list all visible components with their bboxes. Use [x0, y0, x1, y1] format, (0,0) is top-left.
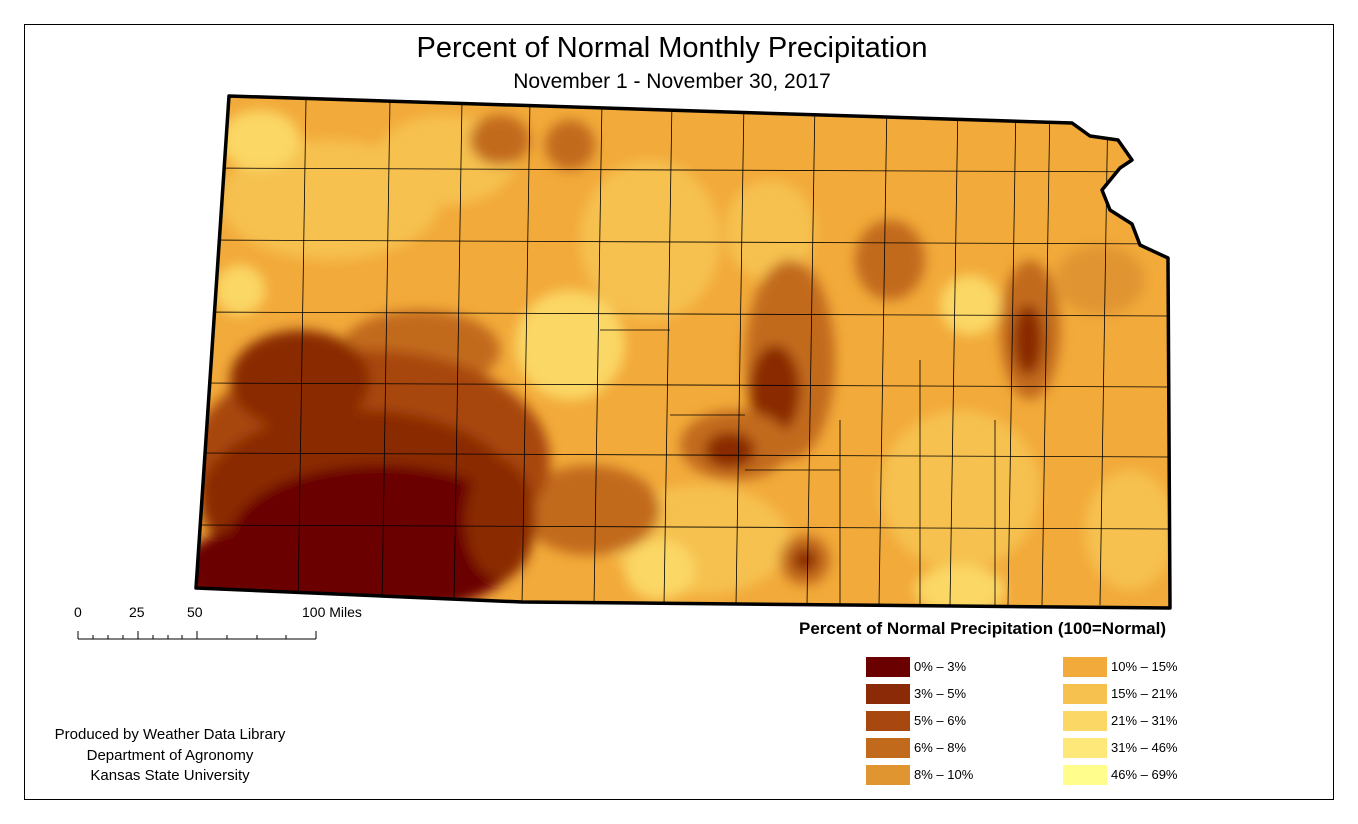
scale-label-25: 25 [129, 604, 145, 620]
legend-swatch [866, 684, 910, 704]
legend-label: 0% – 3% [914, 659, 967, 674]
county-line [878, 99, 888, 606]
precipitation-shading [196, 96, 1170, 608]
legend-swatch [866, 765, 910, 785]
county-line [593, 99, 603, 606]
credit-line-2: Department of Agronomy [86, 746, 254, 764]
legend-swatch [1063, 738, 1107, 758]
scale-bar: 0 25 50 100 Miles [60, 604, 390, 654]
legend-swatch [1063, 765, 1107, 785]
scale-label-50: 50 [187, 604, 203, 620]
scale-bar-ticks [77, 631, 317, 640]
legend-swatch [866, 738, 910, 758]
county-line [735, 99, 745, 606]
legend-label: 31% – 46% [1111, 740, 1178, 755]
county-line [521, 99, 531, 606]
legend-swatch [1063, 684, 1107, 704]
map-frame [24, 24, 1334, 800]
legend-swatch [1063, 657, 1107, 677]
scale-label-0: 0 [74, 604, 82, 620]
state-outline [194, 94, 1172, 610]
legend-label: 6% – 8% [914, 740, 967, 755]
county-line [663, 99, 673, 606]
legend-label: 15% – 21% [1111, 686, 1178, 701]
legend-label: 5% – 6% [914, 713, 967, 728]
legend-swatch [866, 657, 910, 677]
map-subtitle: November 1 - November 30, 2017 [513, 70, 831, 93]
county-line [199, 524, 1170, 530]
county-line [199, 239, 1170, 245]
county-line [199, 311, 1170, 317]
legend-title: Percent of Normal Precipitation (100=Nor… [799, 619, 1167, 638]
county-line [199, 167, 1170, 173]
legend-label: 21% – 31% [1111, 713, 1178, 728]
scale-label-100: 100 Miles [302, 604, 362, 620]
legend-label: 8% – 10% [914, 767, 974, 782]
county-boundaries [199, 99, 1170, 608]
legend-swatch [866, 711, 910, 731]
legend-label: 46% – 69% [1111, 767, 1178, 782]
credit-line-3: Kansas State University [90, 767, 250, 784]
county-line [806, 99, 816, 606]
county-line [199, 452, 1170, 458]
county-line [297, 99, 307, 606]
legend-label: 10% – 15% [1111, 659, 1178, 674]
map-title: Percent of Normal Monthly Precipitation [416, 32, 928, 64]
county-line [949, 99, 959, 606]
county-line [1041, 99, 1051, 606]
county-line [199, 382, 1170, 388]
county-line [381, 99, 391, 606]
county-line [1007, 99, 1017, 606]
credit-line-1: Produced by Weather Data Library [54, 726, 286, 743]
legend-swatch [1063, 711, 1107, 731]
legend-label: 3% – 5% [914, 686, 967, 701]
county-line [453, 99, 463, 606]
credit-block: Produced by Weather Data Library Departm… [20, 725, 320, 787]
